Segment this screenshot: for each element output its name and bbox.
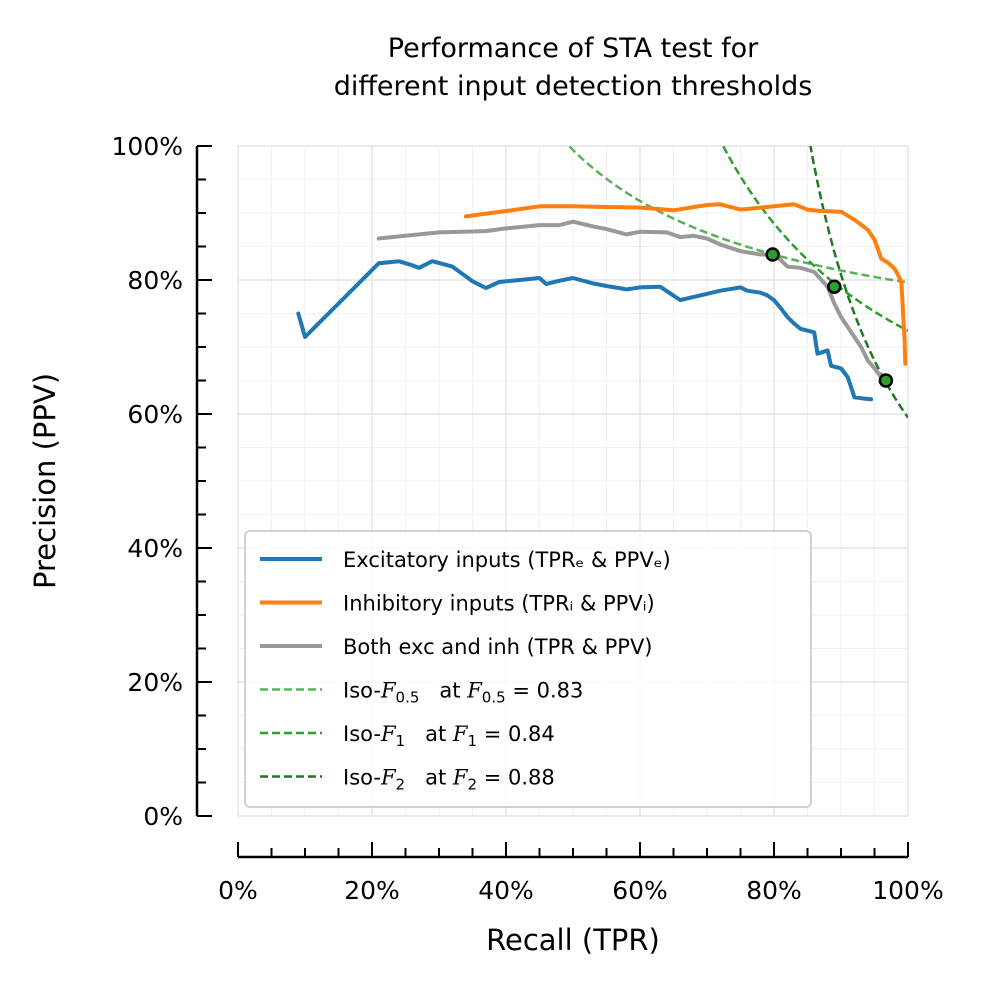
legend-label: Iso-F0.5 at F0.5 = 0.83 [343, 679, 583, 707]
legend-label: Both exc and inh (TPR & PPV) [343, 635, 653, 659]
y-tick-label: 20% [127, 668, 183, 697]
legend-label: Iso-F2 at F2 = 0.88 [343, 766, 555, 794]
x-tick-label: 60% [612, 876, 668, 905]
legend-label: Iso-F1 at F1 = 0.84 [343, 722, 555, 750]
x-tick-label: 20% [344, 876, 400, 905]
legend-box [244, 530, 812, 808]
iso-f-curve [809, 146, 908, 419]
y-axis-label: Precision (PPV) [28, 373, 62, 589]
iso-f-curve [567, 146, 908, 284]
best-threshold-markers [765, 247, 894, 388]
y-tick-label: 80% [127, 266, 183, 295]
iso-f-curve [721, 146, 908, 332]
legend: Excitatory inputs (TPRₑ & PPVₑ) Inhibitor… [244, 530, 812, 808]
x-tick-label: 40% [478, 876, 534, 905]
series-line [463, 202, 908, 366]
series-line [376, 219, 890, 386]
x-tick-label: 80% [746, 876, 802, 905]
best-threshold-marker [765, 247, 780, 262]
chart-title-line-1: Performance of STA test for [388, 33, 759, 64]
series-line [296, 259, 874, 402]
best-threshold-marker [878, 373, 894, 388]
best-threshold-marker [827, 279, 842, 294]
x-axis-label: Recall (TPR) [486, 923, 660, 957]
y-tick-label: 100% [112, 132, 183, 161]
y-tick-label: 0% [143, 802, 183, 831]
y-axis: 0% 20% 40% 60% 80% 100% [112, 132, 212, 831]
chart-title-line-2: different input detection thresholds [334, 71, 813, 102]
legend-label: Excitatory inputs (TPRₑ & PPVₑ) [343, 548, 671, 572]
y-tick-label: 40% [127, 534, 183, 563]
iso-f-curves [567, 146, 908, 419]
x-tick-label: 100% [872, 876, 943, 905]
legend-label: Inhibitory inputs (TPRᵢ & PPVᵢ) [343, 592, 655, 616]
data-series [296, 202, 908, 402]
y-tick-label: 60% [127, 400, 183, 429]
x-tick-label: 0% [218, 876, 258, 905]
x-axis: 0% 20% 40% 60% 80% 100% [218, 842, 944, 905]
